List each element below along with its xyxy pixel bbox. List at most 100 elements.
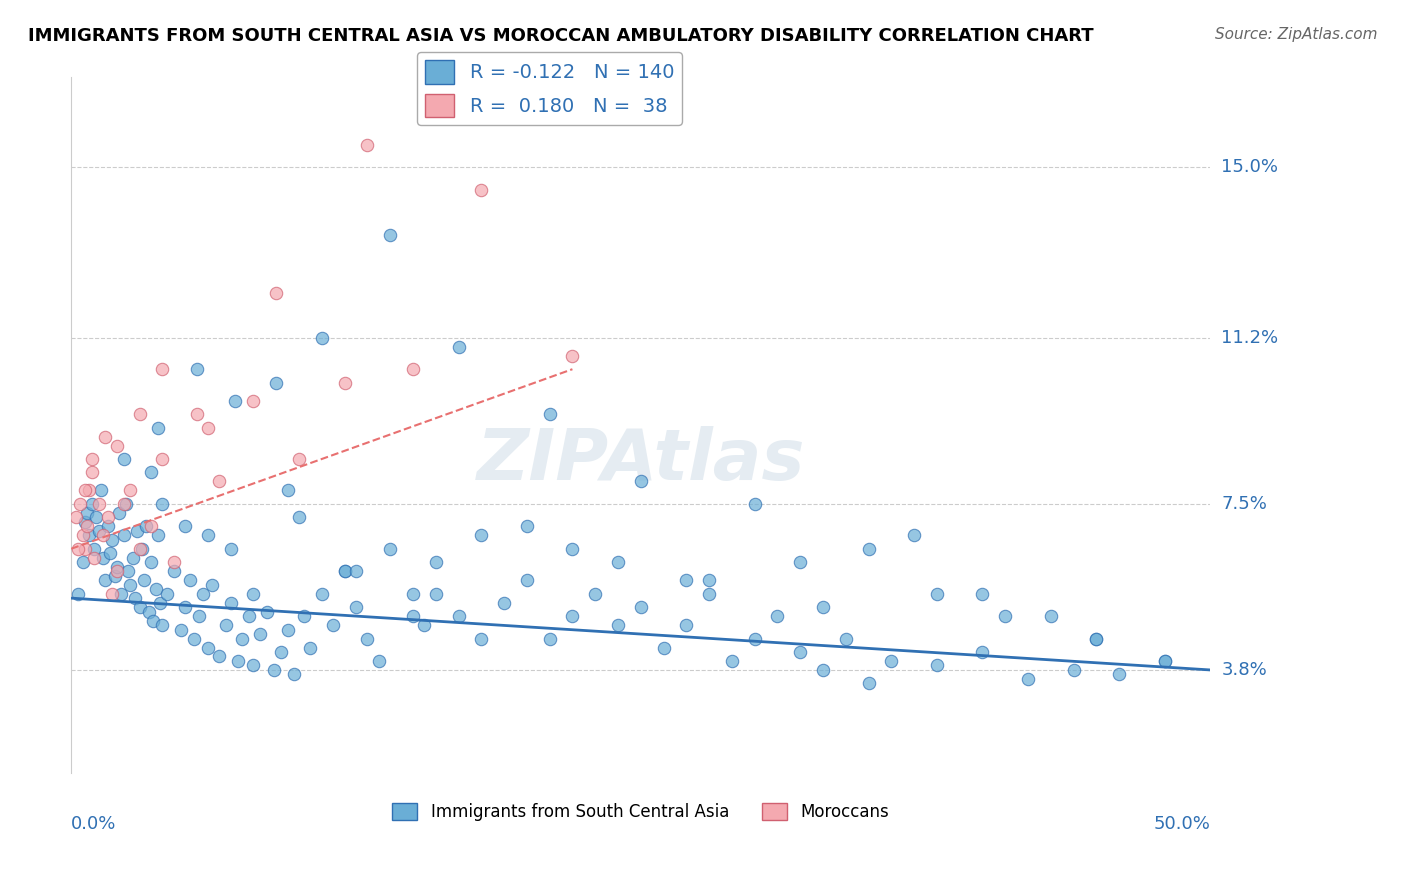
Point	[238, 609, 260, 624]
Point	[73, 541, 96, 556]
Point	[402, 362, 425, 376]
Point	[972, 645, 994, 659]
Point	[242, 393, 264, 408]
Point	[994, 609, 1017, 624]
Point	[583, 587, 606, 601]
Point	[142, 614, 165, 628]
Point	[811, 600, 834, 615]
Point	[90, 483, 112, 498]
Point	[208, 475, 231, 489]
Point	[925, 587, 948, 601]
Point	[80, 497, 103, 511]
Point	[208, 649, 231, 664]
Point	[835, 632, 858, 646]
Point	[858, 676, 880, 690]
Point	[744, 497, 766, 511]
Point	[789, 645, 811, 659]
Point	[721, 654, 744, 668]
Point	[135, 519, 157, 533]
Point	[105, 564, 128, 578]
Point	[131, 541, 153, 556]
Point	[607, 618, 630, 632]
Point	[256, 605, 278, 619]
Point	[344, 600, 367, 615]
Point	[789, 555, 811, 569]
Point	[128, 407, 150, 421]
Point	[224, 393, 246, 408]
Point	[101, 533, 124, 547]
Point	[120, 577, 142, 591]
Text: 11.2%: 11.2%	[1222, 329, 1278, 347]
Point	[925, 658, 948, 673]
Point	[402, 609, 425, 624]
Point	[150, 497, 173, 511]
Point	[183, 632, 205, 646]
Point	[201, 577, 224, 591]
Point	[270, 645, 292, 659]
Text: IMMIGRANTS FROM SOUTH CENTRAL ASIA VS MOROCCAN AMBULATORY DISABILITY CORRELATION: IMMIGRANTS FROM SOUTH CENTRAL ASIA VS MO…	[28, 27, 1094, 45]
Point	[538, 407, 561, 421]
Point	[108, 506, 131, 520]
Point	[197, 528, 219, 542]
Point	[67, 541, 90, 556]
Point	[150, 618, 173, 632]
Point	[333, 376, 356, 390]
Point	[277, 483, 299, 498]
Point	[744, 632, 766, 646]
Point	[292, 609, 315, 624]
Point	[242, 587, 264, 601]
Point	[79, 483, 101, 498]
Point	[73, 515, 96, 529]
Point	[538, 632, 561, 646]
Point	[264, 376, 287, 390]
Point	[134, 573, 156, 587]
Point	[149, 596, 172, 610]
Point	[766, 609, 789, 624]
Point	[150, 362, 173, 376]
Point	[145, 582, 167, 596]
Point	[76, 519, 98, 533]
Text: 3.8%: 3.8%	[1222, 661, 1267, 679]
Point	[163, 555, 186, 569]
Point	[197, 640, 219, 655]
Point	[94, 429, 117, 443]
Point	[288, 452, 311, 467]
Text: Source: ZipAtlas.com: Source: ZipAtlas.com	[1215, 27, 1378, 42]
Point	[425, 555, 447, 569]
Point	[115, 497, 138, 511]
Point	[880, 654, 903, 668]
Point	[494, 596, 516, 610]
Point	[215, 618, 238, 632]
Point	[264, 285, 287, 300]
Point	[163, 564, 186, 578]
Point	[80, 466, 103, 480]
Point	[197, 420, 219, 434]
Point	[283, 667, 305, 681]
Point	[972, 587, 994, 601]
Point	[124, 591, 146, 606]
Point	[91, 528, 114, 542]
Point	[97, 519, 120, 533]
Point	[73, 483, 96, 498]
Point	[146, 420, 169, 434]
Point	[652, 640, 675, 655]
Point	[186, 407, 208, 421]
Legend: Immigrants from South Central Asia, Moroccans: Immigrants from South Central Asia, Moro…	[385, 796, 896, 828]
Point	[425, 587, 447, 601]
Point	[105, 559, 128, 574]
Point	[112, 528, 135, 542]
Text: 15.0%: 15.0%	[1222, 158, 1278, 177]
Point	[179, 573, 201, 587]
Text: 0.0%: 0.0%	[72, 815, 117, 833]
Point	[174, 519, 197, 533]
Point	[903, 528, 925, 542]
Point	[128, 600, 150, 615]
Point	[447, 340, 470, 354]
Point	[156, 587, 179, 601]
Point	[380, 541, 402, 556]
Point	[630, 475, 652, 489]
Point	[97, 510, 120, 524]
Point	[139, 555, 162, 569]
Point	[139, 519, 162, 533]
Point	[72, 555, 94, 569]
